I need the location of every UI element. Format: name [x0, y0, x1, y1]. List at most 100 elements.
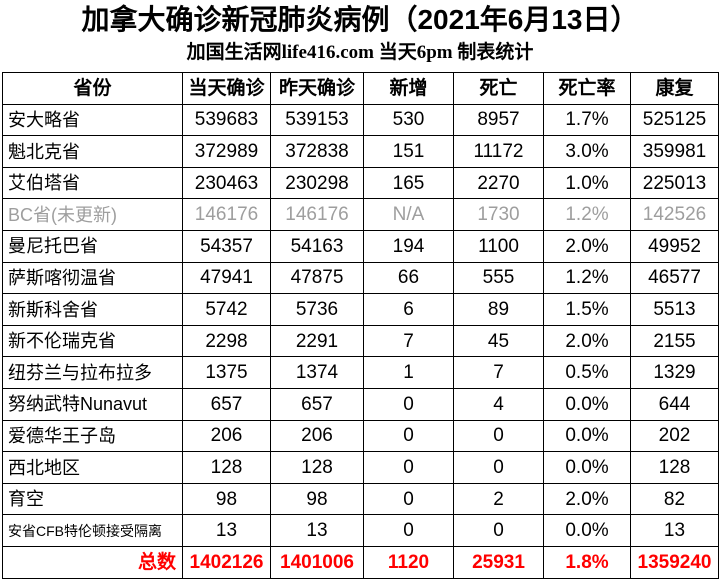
value-cell: 128 [630, 451, 719, 484]
value-cell: 0.0% [543, 388, 631, 421]
column-header: 当天确诊 [182, 72, 271, 105]
value-cell: 1329 [630, 356, 719, 390]
value-cell: 230463 [182, 166, 271, 200]
value-cell: 128 [270, 451, 364, 484]
value-cell: 194 [363, 230, 454, 263]
value-cell: 1.8% [543, 545, 631, 579]
value-cell: 5742 [182, 293, 271, 326]
province-cell: 安大略省 [2, 103, 183, 137]
table-row: 安省CFB特伦顿接受隔离 13 13 0 0 0.0% 13 [2, 514, 719, 547]
header-row: 省份 当天确诊 昨天确诊 新增 死亡 死亡率 康复 [2, 72, 719, 105]
value-cell: 13 [270, 514, 364, 547]
province-cell: 西北地区 [2, 451, 183, 484]
table-row: 新不伦瑞克省 2298 2291 7 45 2.0% 2155 [2, 324, 719, 358]
province-cell: 曼尼托巴省 [2, 230, 183, 263]
value-cell: 206 [182, 419, 271, 453]
value-cell: 142526 [630, 198, 719, 232]
table-row: 艾伯塔省 230463 230298 165 2270 1.0% 225013 [2, 166, 719, 200]
table-row: 努纳武特Nunavut 657 657 0 4 0.0% 644 [2, 388, 719, 421]
value-cell: 530 [363, 103, 454, 137]
value-cell: 225013 [630, 166, 719, 200]
value-cell: 0 [363, 451, 454, 484]
covid-stats-table: 省份 当天确诊 昨天确诊 新增 死亡 死亡率 康复 安大略省 539683 539153 530 8… [2, 72, 719, 579]
value-cell: 45 [453, 324, 544, 358]
value-cell: 1375 [182, 356, 271, 390]
value-cell: 1.5% [543, 293, 631, 326]
value-cell: 1.0% [543, 166, 631, 200]
value-cell: 47941 [182, 261, 271, 295]
table-row: 纽芬兰与拉布拉多 1375 1374 1 7 0.5% 1329 [2, 356, 719, 390]
value-cell: N/A [363, 198, 454, 232]
value-cell: 98 [270, 482, 364, 516]
value-cell: 165 [363, 166, 454, 200]
value-cell: 1120 [363, 545, 454, 579]
value-cell: 206 [270, 419, 364, 453]
province-cell: 新斯科舍省 [2, 293, 183, 326]
value-cell: 0 [363, 514, 454, 547]
value-cell: 644 [630, 388, 719, 421]
province-cell: 新不伦瑞克省 [2, 324, 183, 358]
value-cell: 5513 [630, 293, 719, 326]
table-row: 总数 1402126 1401006 1120 25931 1.8% 1359240 [2, 545, 719, 579]
province-cell: 育空 [2, 482, 183, 516]
column-header: 昨天确诊 [270, 72, 364, 105]
value-cell: 54163 [270, 230, 364, 263]
table-row: 新斯科舍省 5742 5736 6 89 1.5% 5513 [2, 293, 719, 326]
value-cell: 46577 [630, 261, 719, 295]
value-cell: 1401006 [270, 545, 364, 579]
province-cell: BC省(未更新) [2, 198, 183, 232]
value-cell: 5736 [270, 293, 364, 326]
province-cell: 努纳武特Nunavut [2, 388, 183, 421]
value-cell: 525125 [630, 103, 719, 137]
page-subtitle: 加国生活网life416.com 当天6pm 制表统计 [186, 42, 534, 64]
province-cell: 萨斯喀彻温省 [2, 261, 183, 295]
column-header: 死亡率 [543, 72, 631, 105]
value-cell: 146176 [182, 198, 271, 232]
value-cell: 0 [363, 482, 454, 516]
table-row: 萨斯喀彻温省 47941 47875 66 555 1.2% 46577 [2, 261, 719, 295]
column-header: 康复 [630, 72, 719, 105]
value-cell: 6 [363, 293, 454, 326]
value-cell: 1 [363, 356, 454, 390]
province-cell: 爱德华王子岛 [2, 419, 183, 453]
value-cell: 3.0% [543, 135, 631, 168]
value-cell: 1100 [453, 230, 544, 263]
value-cell: 0.0% [543, 451, 631, 484]
value-cell: 2291 [270, 324, 364, 358]
value-cell: 555 [453, 261, 544, 295]
page-title: 加拿大确诊新冠肺炎病例（2021年6月13日） [81, 4, 639, 35]
value-cell: 49952 [630, 230, 719, 263]
value-cell: 2.0% [543, 230, 631, 263]
value-cell: 8957 [453, 103, 544, 137]
value-cell: 98 [182, 482, 271, 516]
table-row: 安大略省 539683 539153 530 8957 1.7% 525125 [2, 103, 719, 137]
value-cell: 0.0% [543, 514, 631, 547]
value-cell: 1.7% [543, 103, 631, 137]
value-cell: 539153 [270, 103, 364, 137]
value-cell: 25931 [453, 545, 544, 579]
value-cell: 0.5% [543, 356, 631, 390]
table-row: 爱德华王子岛 206 206 0 0 0.0% 202 [2, 419, 719, 453]
value-cell: 151 [363, 135, 454, 168]
value-cell: 372989 [182, 135, 271, 168]
value-cell: 47875 [270, 261, 364, 295]
value-cell: 2298 [182, 324, 271, 358]
value-cell: 2155 [630, 324, 719, 358]
column-header: 省份 [2, 72, 183, 105]
value-cell: 0 [453, 451, 544, 484]
value-cell: 1359240 [630, 545, 719, 579]
value-cell: 539683 [182, 103, 271, 137]
province-cell: 纽芬兰与拉布拉多 [2, 356, 183, 390]
column-header: 死亡 [453, 72, 544, 105]
value-cell: 89 [453, 293, 544, 326]
value-cell: 1374 [270, 356, 364, 390]
value-cell: 2.0% [543, 482, 631, 516]
value-cell: 657 [182, 388, 271, 421]
value-cell: 2 [453, 482, 544, 516]
value-cell: 13 [182, 514, 271, 547]
value-cell: 66 [363, 261, 454, 295]
value-cell: 0.0% [543, 419, 631, 453]
table-row: BC省(未更新) 146176 146176 N/A 1730 1.2% 142526 [2, 198, 719, 232]
province-cell: 安省CFB特伦顿接受隔离 [2, 514, 183, 547]
